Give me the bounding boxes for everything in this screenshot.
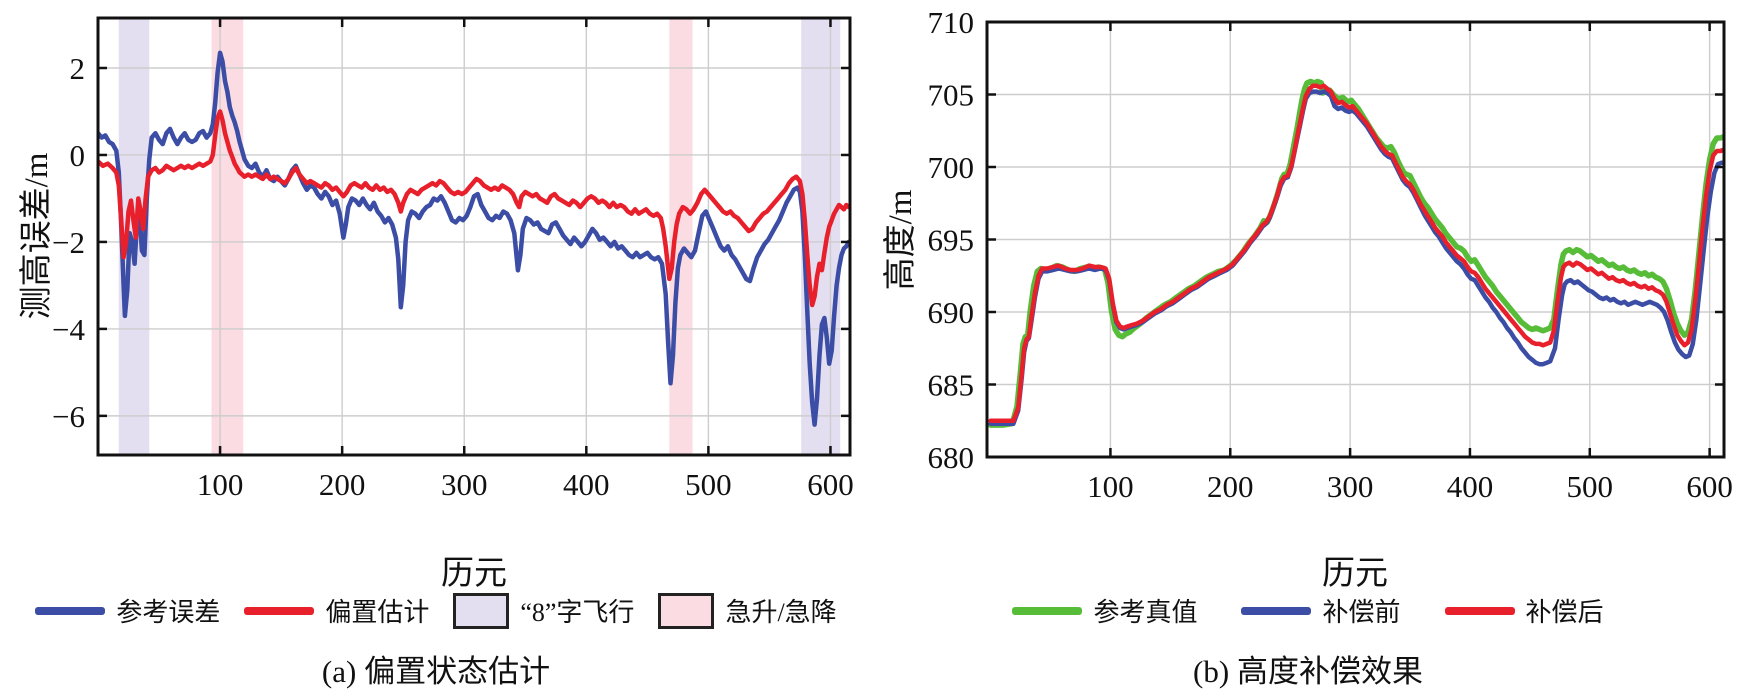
after-compensation-line-swatch <box>1444 606 1515 615</box>
x-tick-label: 400 <box>1447 469 1494 504</box>
y-tick-label: 710 <box>928 5 975 40</box>
y-tick-label: −4 <box>52 312 85 347</box>
y-tick-label: 0 <box>70 138 86 173</box>
legend-label: 急升/急降 <box>725 598 837 627</box>
panel-bias-estimation: 100 200 300 400 500 600 2 0 −2 −4 −6 测高误差/m 历元 参考误… <box>0 16 872 689</box>
legend-item-bias-estimate: 偏置估计 <box>244 592 429 629</box>
legend-item-reference-error: 参考误差 <box>35 592 220 629</box>
x-tick-label: 600 <box>1686 469 1733 504</box>
legend-item-figure8-flight: “8”字飞行 <box>453 592 634 629</box>
x-axis-label-a: 历元 <box>441 556 507 592</box>
legend-item-after-compensation: 补偿后 <box>1444 592 1604 629</box>
bias-estimate-line-swatch <box>244 606 315 615</box>
y-tick-label: 700 <box>928 150 975 185</box>
x-tick-label: 600 <box>807 467 854 502</box>
series-line-偏置估计 <box>97 109 851 308</box>
x-tick-label: 400 <box>563 467 610 502</box>
legend-label: 参考误差 <box>116 598 221 627</box>
x-tick-label: 500 <box>685 467 732 502</box>
legend-label: 参考真值 <box>1093 598 1198 627</box>
plot-border <box>96 16 852 457</box>
legend-label: 偏置估计 <box>325 598 430 627</box>
series-line-参考真值 <box>987 78 1725 428</box>
y-tick-label: 690 <box>928 295 975 330</box>
before-compensation-line-swatch <box>1241 606 1312 615</box>
chart-b-canvas: 100 200 300 400 500 600 680 685 690 695 700 705 710 <box>928 5 1733 504</box>
reference-truth-line-swatch <box>1012 606 1083 615</box>
caption-a: (a) 偏置状态估计 <box>321 654 551 689</box>
y-tick-label: −2 <box>52 225 85 260</box>
reference-error-line-swatch <box>35 606 106 615</box>
caption-b: (b) 高度补偿效果 <box>1193 654 1423 689</box>
legend-label: 补偿后 <box>1525 598 1604 627</box>
rapid-climb-band-swatch <box>658 592 715 629</box>
x-tick-label: 100 <box>197 467 244 502</box>
y-tick-label: 680 <box>928 440 975 475</box>
x-axis-label-b: 历元 <box>1322 556 1388 592</box>
series-line-参考误差 <box>97 50 851 427</box>
y-tick-label: −6 <box>52 399 85 434</box>
x-tick-label: 300 <box>1327 469 1374 504</box>
x-tick-label: 100 <box>1087 469 1134 504</box>
legend-b: 参考真值 补偿前 补偿后 <box>872 592 1744 629</box>
legend-item-before-compensation: 补偿前 <box>1241 592 1401 629</box>
x-tick-label: 200 <box>1207 469 1254 504</box>
series-line-补偿后 <box>988 83 1725 424</box>
legend-item-rapid-climb-descent: 急升/急降 <box>658 592 837 629</box>
x-tick-label: 500 <box>1567 469 1614 504</box>
x-tick-label: 200 <box>319 467 366 502</box>
panel-height-compensation: 100 200 300 400 500 600 680 685 690 695 700 705 710 … <box>872 0 1744 692</box>
series-line-补偿前 <box>988 89 1725 426</box>
y-tick-label: 705 <box>928 78 975 113</box>
legend-label: “8”字飞行 <box>520 598 635 627</box>
legend-label: 补偿前 <box>1322 598 1401 627</box>
y-axis-label-a: 测高误差/m <box>19 152 55 320</box>
chart-a-canvas: 100 200 300 400 500 600 2 0 −2 −4 −6 <box>52 16 854 502</box>
y-tick-label: 695 <box>928 223 975 258</box>
y-axis-label-b: 高度/m <box>883 189 919 291</box>
legend-item-reference-truth: 参考真值 <box>1012 592 1197 629</box>
y-tick-label: 2 <box>70 51 86 86</box>
legend-a: 参考误差 偏置估计 “8”字飞行 急升/急降 <box>0 592 872 629</box>
y-tick-label: 685 <box>928 368 975 403</box>
figure8-band-swatch <box>453 592 510 629</box>
x-tick-label: 300 <box>441 467 488 502</box>
